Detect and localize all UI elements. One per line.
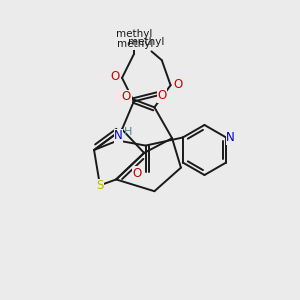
Text: O: O [133,167,142,180]
Text: S: S [96,179,103,192]
Text: H: H [124,127,132,137]
Text: N: N [226,131,235,144]
Text: methyl: methyl [116,29,152,39]
Text: O: O [122,91,131,103]
Text: O: O [110,70,119,83]
Text: O: O [173,78,183,91]
Text: methyl: methyl [117,39,154,49]
Text: methyl: methyl [128,37,165,47]
Text: N: N [114,129,123,142]
Text: O: O [157,89,167,102]
